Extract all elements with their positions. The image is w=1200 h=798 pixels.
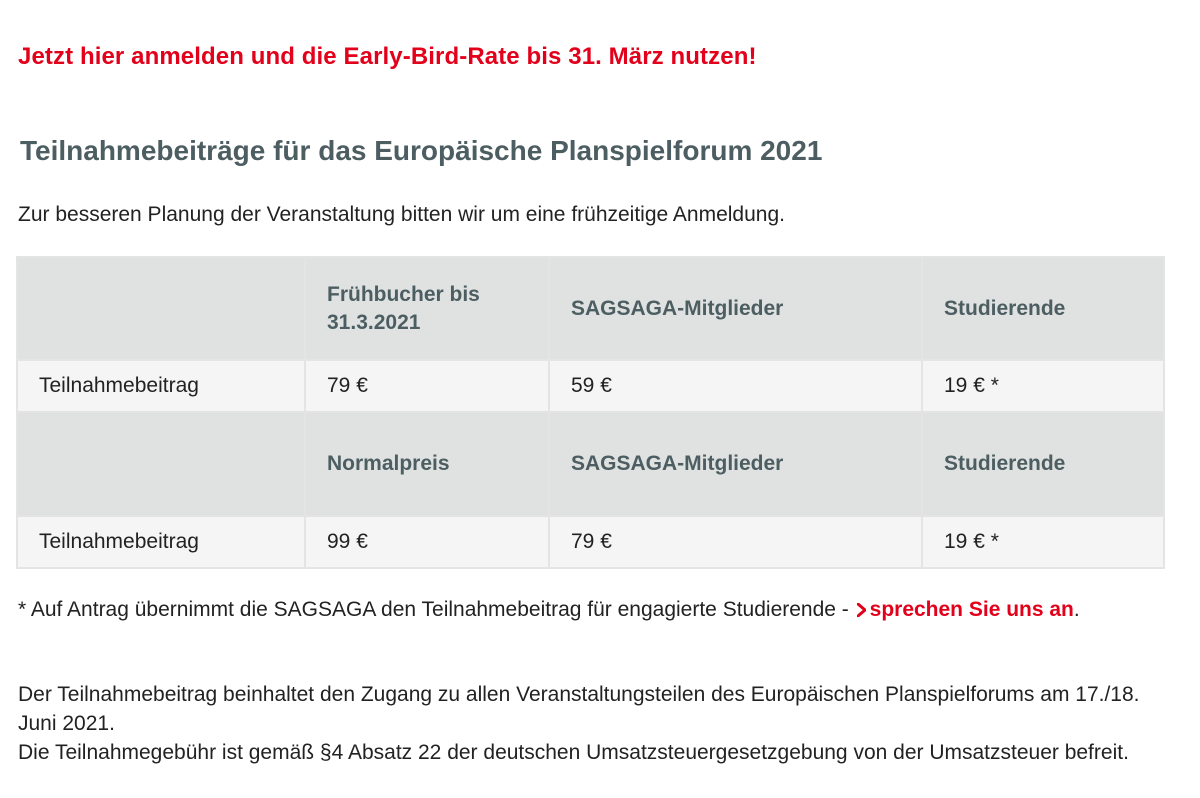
footnote-end: .	[1073, 598, 1080, 621]
table-header-cell	[16, 411, 306, 517]
table-row: Teilnahmebeitrag 79 € 59 € 19 € *	[16, 359, 1165, 414]
price-cell: 19 € *	[921, 359, 1165, 414]
table-header-cell: Frühbucher bis 31.3.2021	[304, 255, 550, 362]
footnote: * Auf Antrag übernimmt die SAGSAGA den T…	[18, 595, 1168, 624]
table-header-cell	[16, 255, 306, 362]
fees-table: Frühbucher bis 31.3.2021 SAGSAGA-Mitglie…	[16, 255, 1165, 570]
intro-text: Zur besseren Planung der Veranstaltung b…	[18, 203, 785, 226]
row-label: Teilnahmebeitrag	[16, 514, 306, 570]
price-cell: 99 €	[304, 514, 550, 570]
info-line-access: Der Teilnahmebeitrag beinhaltet den Zuga…	[18, 683, 1140, 735]
table-header-cell: Normalpreis	[304, 411, 550, 517]
info-text: Der Teilnahmebeitrag beinhaltet den Zuga…	[18, 680, 1168, 767]
table-header-cell: SAGSAGA-Mitglieder	[548, 255, 923, 362]
table-header-cell: Studierende	[921, 411, 1165, 517]
table-header-row: Frühbucher bis 31.3.2021 SAGSAGA-Mitglie…	[16, 255, 1165, 362]
chevron-right-icon	[856, 603, 866, 617]
page-title: Teilnahmebeiträge für das Europäische Pl…	[20, 135, 823, 166]
table-header-row: Normalpreis SAGSAGA-Mitglieder Studieren…	[16, 411, 1165, 517]
contact-link[interactable]: sprechen Sie uns an	[855, 598, 1074, 621]
footnote-text: * Auf Antrag übernimmt die SAGSAGA den T…	[18, 598, 849, 621]
table-header-cell: SAGSAGA-Mitglieder	[548, 411, 923, 517]
row-label: Teilnahmebeitrag	[16, 359, 306, 414]
early-bird-promo[interactable]: Jetzt hier anmelden und die Early-Bird-R…	[18, 43, 757, 70]
price-cell: 19 € *	[921, 514, 1165, 570]
table-row: Teilnahmebeitrag 99 € 79 € 19 € *	[16, 514, 1165, 570]
price-cell: 79 €	[548, 514, 923, 570]
table-header-cell: Studierende	[921, 255, 1165, 362]
contact-link-label: sprechen Sie uns an	[869, 598, 1074, 621]
price-cell: 79 €	[304, 359, 550, 414]
info-line-tax: Die Teilnahmegebühr ist gemäß §4 Absatz …	[18, 741, 1129, 764]
price-cell: 59 €	[548, 359, 923, 414]
